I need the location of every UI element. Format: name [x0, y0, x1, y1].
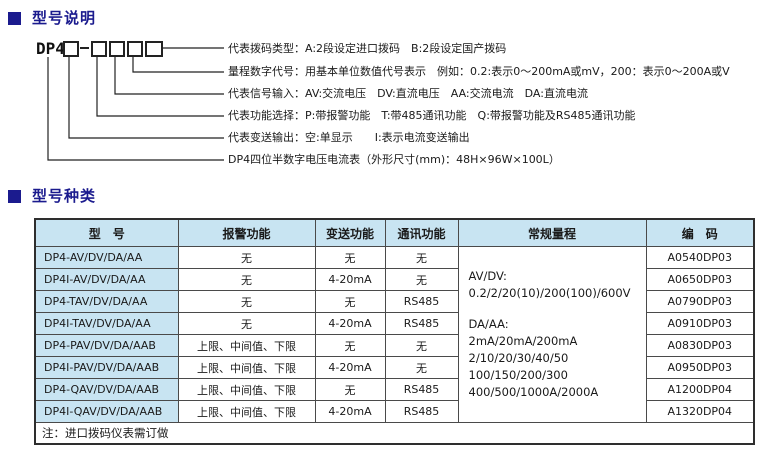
code-cell: A0540DP03: [645, 246, 755, 269]
header-transmit: 变送功能: [314, 218, 386, 247]
header-model: 型 号: [34, 218, 179, 247]
table-note-row: 注：进口拨码仪表需订做: [34, 422, 755, 445]
dash-separator: [80, 47, 89, 49]
header-alarm: 报警功能: [177, 218, 316, 247]
model-cell: DP4-PAV/DV/DA/AAB: [34, 334, 179, 357]
code-cell: A1200DP04: [645, 378, 755, 401]
alarm-cell: 无: [177, 246, 316, 269]
table-row: DP4I-AV/DV/DA/AA 无 4-20mA 无 A0650DP03: [34, 268, 755, 291]
model-cell: DP4-TAV/DV/DA/AA: [34, 290, 179, 313]
model-cell: DP4I-QAV/DV/DA/AAB: [34, 400, 179, 423]
table-row: DP4I-TAV/DV/DA/AA 无 4-20mA RS485 A0910DP…: [34, 312, 755, 335]
alarm-cell: 上限、中间值、下限: [177, 400, 316, 423]
alarm-cell: 上限、中间值、下限: [177, 334, 316, 357]
section1-bullet-icon: [8, 12, 21, 25]
code-box-1: [63, 41, 79, 57]
diagram-label-signal-input: 代表信号输入：AV:交流电压 DV:直流电压 AA:交流电流 DA:直流电流: [228, 87, 588, 100]
table-header-row: 型 号 报警功能 变送功能 通讯功能 常规量程 编 码: [34, 218, 755, 247]
model-prefix: DP4: [36, 39, 65, 58]
table-row: DP4-TAV/DV/DA/AA 无 无 RS485 A0790DP03: [34, 290, 755, 313]
alarm-cell: 无: [177, 312, 316, 335]
range-cell: AV/DV: 0.2/2/20(10)/200(100)/600V DA/AA:…: [457, 246, 647, 423]
code-cell: A0830DP03: [645, 334, 755, 357]
code-cell: A1320DP04: [645, 400, 755, 423]
comm-cell: 无: [384, 334, 459, 357]
code-cell: A0950DP03: [645, 356, 755, 379]
code-cell: A0650DP03: [645, 268, 755, 291]
code-cell: A0910DP03: [645, 312, 755, 335]
model-cell: DP4I-PAV/DV/DA/AAB: [34, 356, 179, 379]
transmit-cell: 4-20mA: [314, 312, 386, 335]
table-note: 注：进口拨码仪表需订做: [34, 422, 755, 445]
transmit-cell: 无: [314, 290, 386, 313]
diagram-label-dial-code-type: 代表拨码类型：A:2段设定进口拨码 B:2段设定国产拨码: [228, 42, 507, 55]
code-box-3: [109, 41, 125, 57]
comm-cell: RS485: [384, 400, 459, 423]
code-cell: A0790DP03: [645, 290, 755, 313]
range-daaa: DA/AA: 2mA/20mA/200mA 2/10/20/30/40/50 1…: [468, 317, 599, 399]
diagram-label-range-digit-code: 量程数字代号：用基本单位数值代号表示 例如：0.2:表示0～200mA或mV，2…: [228, 65, 730, 78]
table-row: DP4-AV/DV/DA/AA 无 无 无 AV/DV: 0.2/2/20(10…: [34, 246, 755, 423]
comm-cell: 无: [384, 246, 459, 269]
transmit-cell: 无: [314, 378, 386, 401]
header-range: 常规量程: [457, 218, 647, 247]
alarm-cell: 上限、中间值、下限: [177, 378, 316, 401]
code-box-5: [145, 41, 163, 57]
header-comm: 通讯功能: [384, 218, 459, 247]
transmit-cell: 4-20mA: [314, 356, 386, 379]
section2-bullet-icon: [8, 190, 21, 203]
table-row: DP4I-QAV/DV/DA/AAB 上限、中间值、下限 4-20mA RS48…: [34, 400, 755, 423]
comm-cell: 无: [384, 268, 459, 291]
table-row: DP4-QAV/DV/DA/AAB 上限、中间值、下限 无 RS485 A120…: [34, 378, 755, 401]
table-row: DP4I-PAV/DV/DA/AAB 上限、中间值、下限 4-20mA 无 A0…: [34, 356, 755, 379]
comm-cell: RS485: [384, 378, 459, 401]
code-box-2: [91, 41, 107, 57]
table-row: DP4-PAV/DV/DA/AAB 上限、中间值、下限 无 无 A0830DP0…: [34, 334, 755, 357]
diagram-label-meter-series: DP4四位半数字电压电流表（外形尺寸(mm)：48H×96W×100L）: [228, 153, 560, 166]
transmit-cell: 无: [314, 246, 386, 269]
diagram-label-transmit-output: 代表变送输出：空:单显示 I:表示电流变送输出: [228, 131, 470, 144]
transmit-cell: 4-20mA: [314, 400, 386, 423]
section2-title: 型号种类: [32, 187, 97, 205]
model-cell: DP4-QAV/DV/DA/AAB: [34, 378, 179, 401]
transmit-cell: 4-20mA: [314, 268, 386, 291]
header-code: 编 码: [645, 218, 755, 247]
model-cell: DP4I-AV/DV/DA/AA: [34, 268, 179, 291]
range-avdv: AV/DV: 0.2/2/20(10)/200(100)/600V: [468, 269, 631, 300]
alarm-cell: 无: [177, 268, 316, 291]
model-types-table: 型 号 报警功能 变送功能 通讯功能 常规量程 编 码 DP4-AV/DV/DA…: [34, 218, 755, 445]
comm-cell: RS485: [384, 312, 459, 335]
transmit-cell: 无: [314, 334, 386, 357]
comm-cell: RS485: [384, 290, 459, 313]
alarm-cell: 上限、中间值、下限: [177, 356, 316, 379]
code-box-4: [127, 41, 143, 57]
model-cell: DP4I-TAV/DV/DA/AA: [34, 312, 179, 335]
comm-cell: 无: [384, 356, 459, 379]
diagram-label-function-select: 代表功能选择：P:带报警功能 T:带485通讯功能 Q:带报警功能及RS485通…: [228, 109, 636, 122]
section1-title: 型号说明: [32, 9, 97, 27]
alarm-cell: 无: [177, 290, 316, 313]
model-cell: DP4-AV/DV/DA/AA: [34, 246, 179, 269]
